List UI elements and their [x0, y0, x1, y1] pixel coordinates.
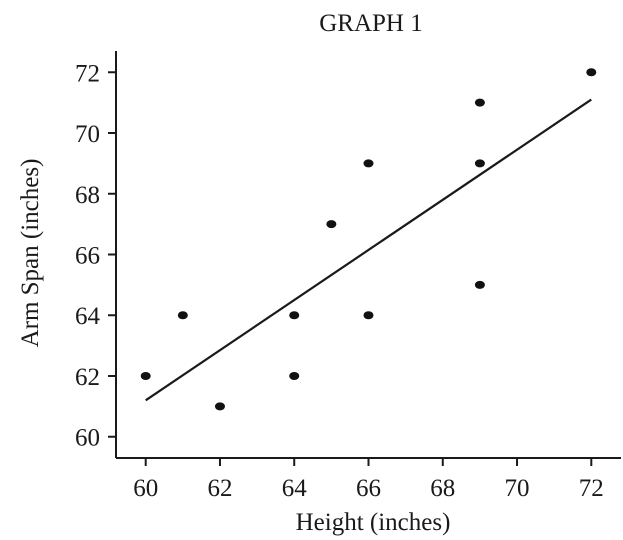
data-point [326, 220, 337, 229]
y-tick-label: 60 [75, 425, 100, 452]
data-point [289, 311, 300, 320]
y-tick-label: 62 [75, 364, 100, 391]
y-axis-label: Arm Span (inches) [17, 159, 44, 348]
x-tick-label: 62 [207, 475, 232, 502]
data-point [177, 311, 188, 320]
y-tick-label: 64 [75, 303, 101, 330]
y-tick-label: 70 [75, 121, 100, 148]
x-tick-label: 72 [579, 475, 604, 502]
data-point [289, 371, 300, 380]
data-point [363, 159, 374, 168]
x-tick-label: 70 [505, 475, 530, 502]
x-tick-label: 66 [356, 475, 381, 502]
data-point [586, 68, 597, 77]
chart-title: GRAPH 1 [319, 10, 423, 37]
data-point [214, 402, 225, 411]
y-tick-label: 68 [75, 182, 100, 209]
y-tick-label: 72 [75, 60, 100, 87]
data-point [363, 311, 374, 320]
x-tick-label: 64 [282, 475, 308, 502]
plot-area: 60 62 64 66 68 70 72 60 62 64 66 68 70 72 [75, 51, 621, 502]
data-point [474, 98, 485, 107]
data-point [474, 159, 485, 168]
x-tick-label: 60 [133, 475, 158, 502]
data-point [140, 371, 151, 380]
x-tick-label: 68 [430, 475, 455, 502]
y-tick-label: 66 [75, 243, 100, 270]
trend-line [145, 98, 592, 402]
x-axis-label: Height (inches) [296, 509, 451, 536]
data-point [474, 280, 485, 289]
